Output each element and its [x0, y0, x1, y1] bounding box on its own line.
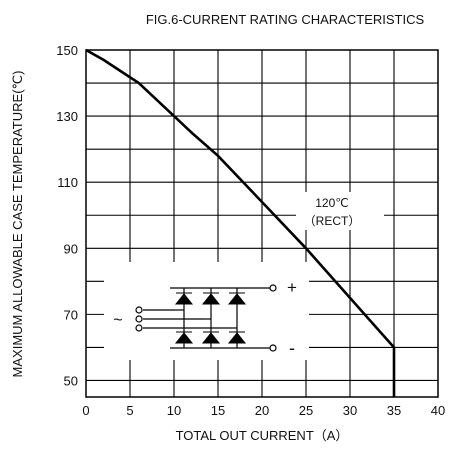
series-line [85, 48, 396, 397]
condition-label-rect: （RECT） [304, 214, 361, 228]
x-tick-labels: 0 5 10 15 20 25 30 35 40 [82, 403, 445, 418]
x-axis-label: TOTAL OUT CURRENT（A） [176, 428, 349, 443]
diodes [174, 292, 247, 344]
ac-terminal-3 [135, 324, 143, 332]
y-tick-label: 130 [56, 109, 78, 124]
y-axis-label: MAXIMUM ALLOWABLE CASE TEMPERATURE(℃) [10, 71, 25, 378]
x-tick-label: 0 [82, 403, 89, 418]
x-tick-label: 20 [255, 403, 269, 418]
dc-minus-terminal [269, 344, 277, 352]
ac-terminal-1 [135, 306, 143, 314]
x-tick-label: 5 [126, 403, 133, 418]
diode-upper-1 [174, 293, 194, 305]
minus-sign: - [289, 338, 295, 358]
condition-label-temperature: 120℃ [315, 196, 349, 210]
y-tick-label: 50 [64, 373, 78, 388]
x-tick-label: 35 [387, 403, 401, 418]
x-tick-label: 10 [167, 403, 181, 418]
ac-symbol: ~ [113, 312, 122, 329]
x-tick-label: 15 [211, 403, 225, 418]
diode-upper-3 [227, 293, 247, 305]
dc-plus-terminal [269, 284, 277, 292]
diode-upper-2 [201, 293, 221, 305]
y-tick-label: 90 [64, 241, 78, 256]
diode-lower-3 [227, 332, 247, 344]
ac-terminal-2 [135, 315, 143, 323]
y-tick-label: 150 [56, 43, 78, 58]
diode-lower-2 [201, 332, 221, 344]
chart-title: FIG.6-CURRENT RATING CHARACTERISTICS [146, 12, 425, 27]
y-tick-label: 110 [57, 175, 78, 190]
y-tick-labels: 150 130 110 90 70 50 [56, 43, 78, 388]
x-tick-label: 30 [343, 403, 357, 418]
schematic-inset-background [104, 262, 309, 360]
x-tick-label: 40 [431, 403, 445, 418]
x-tick-label: 25 [299, 403, 313, 418]
plot-frame [85, 49, 439, 398]
diode-lower-1 [174, 332, 194, 344]
plus-sign: + [287, 278, 297, 297]
condition-label-background [296, 192, 384, 230]
terminal-circles [135, 284, 277, 352]
y-tick-label: 70 [64, 307, 78, 322]
